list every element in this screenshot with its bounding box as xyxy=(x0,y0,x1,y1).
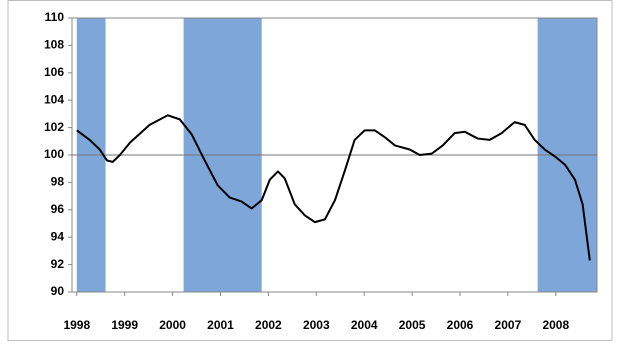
y-tick-label: 110 xyxy=(45,10,65,24)
line-series xyxy=(76,114,591,261)
x-tick-label: 2007 xyxy=(495,318,522,332)
x-tick-label: 1999 xyxy=(111,318,138,332)
x-tick-label: 2008 xyxy=(542,318,569,332)
y-tick-label: 98 xyxy=(51,175,65,189)
y-tick-label: 106 xyxy=(44,65,64,79)
y-tick-label: 94 xyxy=(51,229,65,243)
chart-frame xyxy=(7,0,613,341)
x-tick-label: 2005 xyxy=(399,318,426,332)
y-tick-label: 90 xyxy=(51,284,65,298)
y-tick-label: 92 xyxy=(51,257,65,271)
y-tick-label: 102 xyxy=(44,120,64,134)
x-tick-label: 2003 xyxy=(303,318,330,332)
y-tick-label: 96 xyxy=(51,202,65,216)
y-tick-label: 108 xyxy=(44,38,64,52)
x-tick-label: 2004 xyxy=(351,318,378,332)
x-tick-label: 2001 xyxy=(207,318,234,332)
y-tick-label: 104 xyxy=(44,92,64,106)
x-tick-label: 2000 xyxy=(159,318,186,332)
y-tick-label: 100 xyxy=(44,147,64,161)
x-tick-label: 2006 xyxy=(447,318,474,332)
x-tick-label: 2002 xyxy=(255,318,282,332)
x-tick-label: 1998 xyxy=(63,318,90,332)
